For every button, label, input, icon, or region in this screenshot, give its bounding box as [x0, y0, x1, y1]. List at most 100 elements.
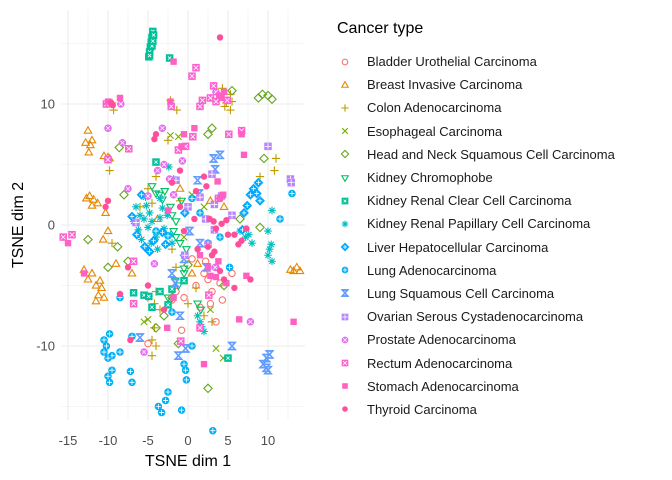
data-point [200, 173, 208, 180]
legend-key-icon [341, 266, 349, 274]
data-point [188, 194, 196, 203]
data-point [288, 189, 296, 198]
data-point [116, 348, 124, 356]
data-point [174, 133, 182, 141]
data-point [176, 167, 184, 174]
data-point [144, 192, 152, 200]
data-point [154, 191, 164, 200]
x-tick-label: 10 [261, 433, 275, 448]
data-point [98, 234, 108, 243]
data-point [243, 225, 250, 232]
data-point [215, 150, 225, 160]
data-point [158, 124, 167, 132]
data-point [158, 204, 167, 212]
data-point [175, 240, 185, 249]
data-point [205, 291, 213, 299]
x-axis-ticks: -15 -10 -5 0 5 10 [59, 433, 276, 448]
data-point [218, 296, 227, 304]
data-point [212, 344, 220, 353]
data-point [150, 259, 159, 268]
x-tick-label: -15 [59, 433, 78, 448]
data-point [103, 226, 113, 235]
data-point [176, 197, 187, 206]
legend-key-icon [342, 383, 348, 390]
data-point [144, 246, 155, 257]
data-point [220, 191, 227, 198]
data-point [257, 89, 268, 100]
data-point [83, 234, 93, 245]
legend-label: Lung Squamous Cell Carcinoma [367, 285, 555, 301]
data-point [264, 251, 272, 260]
data-point [271, 154, 281, 163]
legend-label: Esophageal Carcinoma [367, 123, 503, 139]
data-point [192, 187, 200, 195]
data-point [198, 96, 207, 105]
data-point [157, 408, 166, 417]
legend-key-icon [341, 197, 349, 205]
data-point [167, 212, 177, 221]
y-axis-title: TSNE dim 2 [10, 182, 27, 268]
series-head-and-neck-squamous-cell-carcinoma [83, 85, 277, 394]
data-point [224, 354, 232, 362]
data-point [216, 267, 224, 275]
data-point [210, 218, 217, 225]
data-point [194, 246, 201, 253]
data-point [144, 223, 152, 232]
data-point [251, 188, 262, 199]
data-point [180, 227, 188, 235]
legend-label: Thyroid Carcinoma [367, 401, 477, 417]
data-point [208, 154, 219, 163]
data-point [108, 366, 116, 374]
data-point [223, 216, 230, 224]
data-point [80, 137, 91, 146]
data-point [128, 378, 136, 387]
y-axis-ticks: 10 0 -10 [36, 97, 55, 354]
data-point [139, 241, 150, 252]
data-point [255, 195, 265, 206]
data-point [243, 272, 250, 280]
data-point [205, 195, 216, 204]
legend-item: Esophageal Carcinoma [337, 120, 615, 143]
y-tick-label: 0 [48, 218, 55, 233]
legend-key-icon [341, 220, 349, 228]
data-point [228, 211, 236, 220]
data-point [100, 348, 108, 356]
data-point [173, 351, 184, 360]
data-points [59, 27, 305, 435]
data-point [211, 248, 218, 255]
series-stomach-adenocarcinoma [64, 58, 297, 368]
data-point [160, 188, 170, 197]
data-point [183, 259, 193, 270]
data-point [170, 278, 181, 288]
data-point [188, 342, 196, 350]
data-point [238, 131, 245, 138]
legend-item: Kidney Chromophobe [337, 166, 615, 189]
data-point [129, 257, 138, 266]
x-tick-label: 5 [224, 433, 231, 448]
legend-label: Rectum Adenocarcinoma [367, 355, 513, 371]
data-point [116, 290, 124, 298]
legend-item: Ovarian Serous Cystadenocarcinoma [337, 305, 615, 328]
data-point [124, 264, 132, 271]
data-point [169, 191, 178, 199]
data-point [175, 311, 185, 321]
data-point [228, 269, 236, 278]
legend-item: Kidney Renal Papillary Cell Carcinoma [337, 212, 615, 235]
legend-label: Head and Neck Squamous Cell Carcinoma [367, 146, 615, 162]
data-point [104, 98, 112, 105]
data-point [227, 85, 237, 96]
data-point [104, 372, 112, 380]
data-point [117, 100, 125, 108]
data-point [196, 209, 204, 217]
x-axis-title: TSNE dim 1 [145, 453, 231, 470]
data-point [253, 177, 264, 188]
data-point [149, 37, 157, 45]
legend-key-icon [341, 359, 349, 367]
data-point [208, 170, 216, 178]
data-point [160, 160, 168, 169]
data-point [214, 178, 221, 185]
data-point [160, 224, 168, 233]
legend-items: Bladder Urothelial Carcinoma Breast Invas… [337, 50, 615, 421]
data-point [231, 231, 238, 238]
data-point [91, 296, 101, 305]
